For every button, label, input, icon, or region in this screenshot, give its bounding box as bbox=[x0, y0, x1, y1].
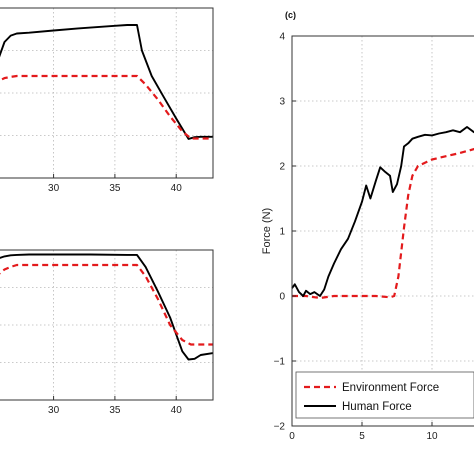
environment-force-line bbox=[292, 147, 474, 300]
x-tick-label: 40 bbox=[171, 405, 183, 416]
x-tick-label: 35 bbox=[109, 405, 121, 416]
panel-bottom-left: 30 35 40 bbox=[0, 249, 214, 416]
y-tick-label: −1 bbox=[274, 357, 286, 368]
legend-entry: Environment Force bbox=[342, 382, 439, 394]
y-tick-label: −2 bbox=[274, 422, 286, 433]
axes-frame bbox=[0, 7, 214, 179]
y-tick-label: 4 bbox=[279, 32, 285, 43]
human-force-line bbox=[0, 253, 214, 361]
x-tick-label: 35 bbox=[109, 183, 121, 194]
panel-label: (c) bbox=[285, 10, 296, 20]
x-tick-label: 30 bbox=[48, 183, 60, 194]
environment-force-line bbox=[0, 74, 213, 140]
y-axis-label: Force (N) bbox=[261, 208, 273, 254]
x-tick-label: 40 bbox=[171, 183, 183, 194]
y-tick-label: 0 bbox=[279, 292, 285, 303]
x-tick-label: 10 bbox=[426, 431, 438, 442]
axes-frame bbox=[291, 35, 474, 427]
y-tick-label: 3 bbox=[279, 97, 285, 108]
x-tick-label: 0 bbox=[289, 431, 295, 442]
y-tick-label: 2 bbox=[279, 162, 285, 173]
human-force-line bbox=[0, 24, 213, 140]
legend-box bbox=[295, 371, 474, 419]
panel-right: 0 5 10 −2 −1 0 1 2 3 4 Force (N) (c) Environment For… bbox=[261, 10, 474, 442]
y-tick-label: 1 bbox=[279, 227, 285, 238]
legend-entry: Human Force bbox=[342, 401, 412, 413]
x-tick-label: 5 bbox=[359, 431, 365, 442]
x-tick-label: 30 bbox=[48, 405, 60, 416]
legend: Environment Force Human Force bbox=[295, 371, 474, 419]
environment-force-line bbox=[0, 263, 213, 346]
axes-frame bbox=[0, 249, 214, 401]
human-force-line bbox=[291, 126, 474, 297]
panel-top-left: 30 35 40 bbox=[0, 7, 214, 194]
